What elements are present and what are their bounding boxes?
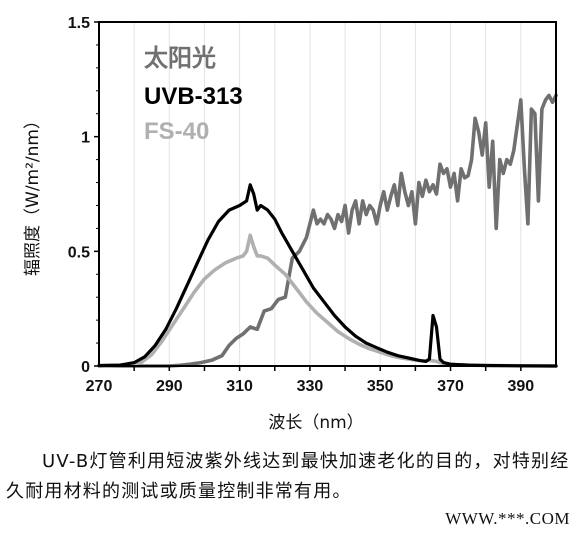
x-tick-label: 350 <box>367 378 394 395</box>
x-tick-label: 330 <box>297 378 324 395</box>
x-axis-ticks: 270 290 310 330 350 370 390 <box>86 366 534 395</box>
irradiance-chart: 270 290 310 330 350 370 390 0 0.5 1 1.5 太阳光 UVB-31… <box>23 15 558 433</box>
grid-lines <box>133 22 522 366</box>
legend-entry-2: FS-40 <box>144 118 209 145</box>
x-tick-label: 390 <box>507 378 534 395</box>
x-tick-label: 290 <box>156 378 183 395</box>
plot-frame <box>98 21 557 367</box>
legend-entry-0: 太阳光 <box>144 45 216 72</box>
y-tick-label: 0 <box>81 359 90 376</box>
y-tick-label: 1 <box>81 130 90 147</box>
legend: 太阳光 UVB-313 FS-40 <box>144 45 243 145</box>
series-line-2 <box>97 233 558 368</box>
x-tick-label: 270 <box>86 378 113 395</box>
x-axis-title: 波长（nm） <box>268 413 363 433</box>
x-tick-label: 310 <box>226 378 253 395</box>
figure-caption: UV-B灯管利用短波紫外线达到最快加速老化的目的，对特别经久耐用材料的测试或质量… <box>6 451 570 502</box>
y-tick-label: 0.5 <box>68 244 90 261</box>
series-lines <box>97 93 558 368</box>
legend-entry-1: UVB-313 <box>144 83 243 110</box>
x-tick-label: 370 <box>437 378 464 395</box>
y-tick-label: 1.5 <box>68 15 90 32</box>
series-line-1 <box>97 183 558 368</box>
y-axis-ticks: 0 0.5 1 1.5 <box>68 15 99 376</box>
y-axis-title: 辐照度（W/m²/nm） <box>23 112 43 276</box>
watermark: WWW.***.COM <box>445 509 570 528</box>
series-line-0 <box>97 93 558 368</box>
